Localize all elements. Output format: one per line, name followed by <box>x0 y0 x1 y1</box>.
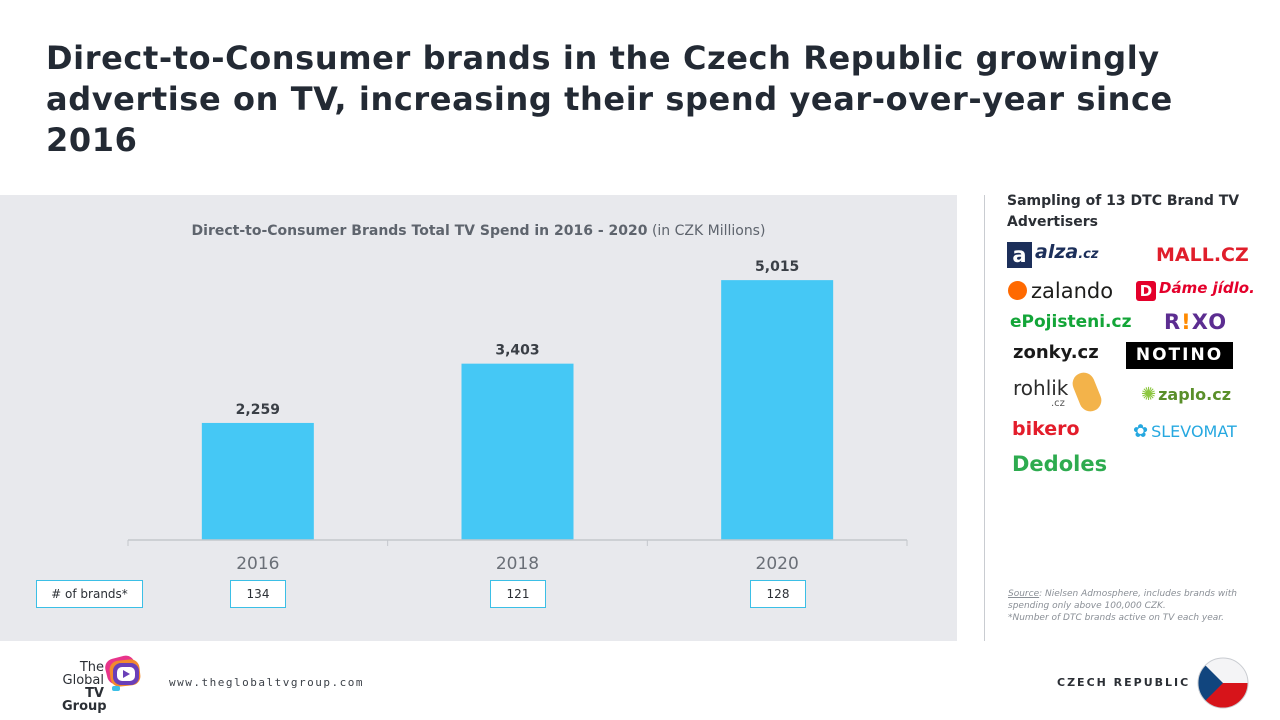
bar-2016 <box>201 422 314 540</box>
brand-count-2016: 134 <box>230 580 286 608</box>
footer-url[interactable]: www.theglobaltvgroup.com <box>169 676 364 689</box>
sidebar-title: Sampling of 13 DTC Brand TV Advertisers <box>1007 193 1240 230</box>
zaplo-name: zaplo.cz <box>1158 385 1232 404</box>
czech-flag-icon <box>1197 657 1249 709</box>
footer-country: CZECH REPUBLIC <box>1057 676 1191 689</box>
brands-label: # of brands* <box>36 580 143 608</box>
alza-mark: a <box>1007 242 1032 268</box>
dedoles-logo: Dedoles <box>1012 452 1108 476</box>
global-tv-group-logo-icon <box>105 655 141 691</box>
slevomat-flower-icon: ✿ <box>1133 421 1149 442</box>
sidebar-divider <box>984 195 985 641</box>
rixo-logo: R!XO <box>1164 312 1227 333</box>
alza-tld: .cz <box>1078 247 1099 262</box>
source-label: Source <box>1008 589 1040 599</box>
data-label-2016: 2,259 <box>236 402 280 418</box>
rixo-bang: ! <box>1181 310 1192 334</box>
rohlik-name: rohlik <box>1013 376 1069 400</box>
mall-logo: MALL.CZ <box>1156 244 1249 266</box>
zonky-logo: zonky.cz <box>1013 342 1099 363</box>
zalando-name: zalando <box>1031 279 1114 303</box>
chart-panel: Direct-to-Consumer Brands Total TV Spend… <box>0 195 957 641</box>
slevomat-logo: ✿ SLEVOMAT <box>1133 423 1237 441</box>
chart-title: Direct-to-Consumer Brands Total TV Spend… <box>0 223 957 239</box>
x-tick-label-2018: 2018 <box>496 554 539 574</box>
bar-2018 <box>461 363 574 540</box>
notino-logo: NOTINO <box>1126 342 1233 369</box>
brand-count-2018: 121 <box>490 580 546 608</box>
zaplo-sun-icon: ✺ <box>1141 384 1157 405</box>
epojisteni-logo: ePojisteni.cz <box>1010 312 1132 332</box>
x-tick-label-2016: 2016 <box>236 554 279 574</box>
logo-line-1: The <box>79 660 104 675</box>
page-title: Direct-to-Consumer brands in the Czech R… <box>46 39 1173 159</box>
x-tick-label-2020: 2020 <box>756 554 799 574</box>
croissant-icon <box>1069 369 1105 415</box>
bikero-logo: bikero <box>1012 418 1080 440</box>
zaplo-logo: ✺ zaplo.cz <box>1141 386 1231 404</box>
rohlik-logo: rohlik .cz <box>1013 369 1105 415</box>
dame-jidlo-logo: D Dáme jídlo. <box>1136 281 1255 301</box>
alza-logo: a alza.cz <box>1007 242 1098 268</box>
alza-name: alza <box>1035 241 1079 263</box>
zalando-mark-icon <box>1008 281 1027 300</box>
data-label-2018: 3,403 <box>495 343 539 359</box>
source-text: : Nielsen Admosphere, includes brands wi… <box>1008 589 1237 611</box>
bar-2020 <box>721 280 834 540</box>
rixo-xo: XO <box>1191 310 1228 334</box>
brands-row: # of brands* 134 121 128 <box>0 580 957 610</box>
data-label-2020: 5,015 <box>755 259 799 275</box>
chart-title-main: Direct-to-Consumer Brands Total TV Spend… <box>191 223 648 239</box>
rixo-r: R <box>1164 310 1182 334</box>
rohlik-tld: .cz <box>1051 398 1065 409</box>
bar-chart: 2,259 2016 3,403 2018 5,015 2020 <box>127 259 908 574</box>
global-tv-group-wordmark: The Global TV Group <box>62 660 107 714</box>
logo-line-2: Global <box>62 673 104 688</box>
slevomat-name: SLEVOMAT <box>1151 422 1237 441</box>
zalando-logo: zalando <box>1008 281 1113 302</box>
dame-jidlo-mark: D <box>1136 281 1156 301</box>
logo-line-3: TV Group <box>62 686 107 714</box>
source-footnote: *Number of DTC brands active on TV each … <box>1008 613 1224 623</box>
chart-title-unit: (in CZK Millions) <box>651 223 766 239</box>
dame-jidlo-name: Dáme jídlo. <box>1159 279 1255 297</box>
brand-count-2020: 128 <box>750 580 806 608</box>
source-note: Source: Nielsen Admosphere, includes bra… <box>1008 588 1268 624</box>
